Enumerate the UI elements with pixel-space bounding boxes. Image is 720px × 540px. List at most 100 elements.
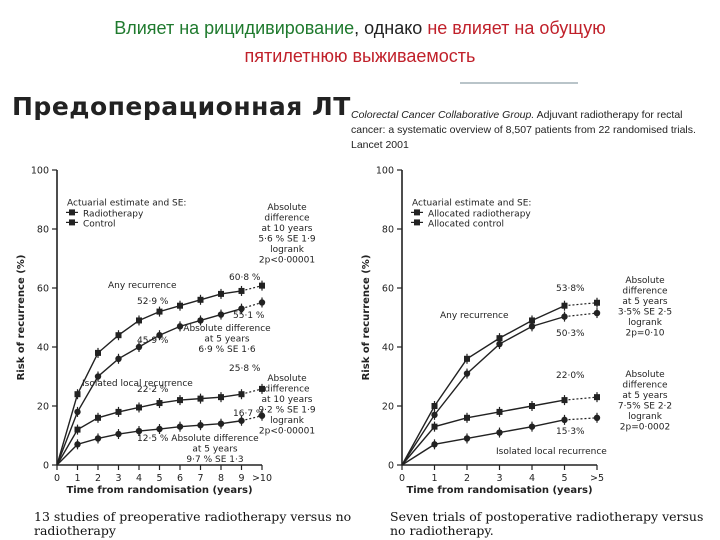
slide-title: Влияет на рицидивирование, однако не вли…: [0, 14, 720, 70]
panel-right-ytick-label-0: 0: [388, 461, 394, 472]
panel-left-legend-title: Actuarial estimate and SE:: [67, 198, 186, 208]
left-ann-55-1: 55·1 %: [233, 311, 265, 321]
panel-left-legend-label-1: Control: [83, 219, 116, 229]
panel-right-xtick-label-3: 3: [496, 473, 502, 484]
citation-author: Colorectal Cancer Collaborative Group.: [351, 109, 535, 121]
panel-right-series-1-line: [401, 315, 565, 466]
left-ann-abs5-bottom-line-2: 9·7 % SE 1·3: [186, 455, 243, 465]
panel-left-ytick-label-3: 60: [37, 284, 49, 295]
panel-left-xtick-label-1: 1: [74, 473, 80, 484]
panel-left-series-3-tail: [241, 415, 263, 422]
panel-left-series-3-line: [56, 420, 242, 466]
panel-right-xtick-label-2: 2: [464, 473, 470, 484]
left-ann-abs10-bottom-line-1: difference: [264, 385, 310, 395]
left-ann-22-2: 22·2 %: [137, 385, 169, 395]
panel-right-ytick-label-2: 40: [382, 343, 394, 354]
panel-left-ytick-label-0: 0: [43, 461, 49, 472]
right-ann-abs-top-line-4: logrank: [628, 318, 663, 328]
panel-right-series-3-line: [401, 419, 565, 466]
right-ann-isolated: Isolated local recurrence: [496, 447, 607, 457]
left-ann-abs10-top-line-5: 2p<0·00001: [259, 256, 315, 266]
right-ann-abs-bottom-line-1: difference: [622, 381, 668, 391]
right-ann-abs-top-line-5: 2p=0·10: [625, 329, 664, 339]
right-ann-abs-top-line-2: at 5 years: [622, 297, 668, 307]
left-ann-abs10-top-line-0: Absolute: [267, 203, 307, 213]
left-ann-isolated: Isolated local recurrence: [82, 379, 193, 389]
right-ann-abs-bottom-line-4: logrank: [628, 412, 663, 422]
caption-right: Seven trials of postoperative radiothera…: [390, 509, 704, 538]
right-ann-abs-bottom-line-5: 2p=0·0002: [620, 423, 670, 433]
right-ann-15-3: 15·3%: [556, 427, 585, 437]
panel-right-series-2-line: [401, 399, 565, 466]
title-underline: [460, 82, 578, 84]
panel-right-ytick-label-4: 80: [382, 225, 394, 236]
panel-right-xtick-label-6: >5: [590, 473, 604, 484]
right-ann-any-recurrence: Any recurrence: [440, 311, 509, 321]
panel-left-xtick-label-6: 6: [177, 473, 183, 484]
left-ann-abs5-bottom-line-1: at 5 years: [192, 445, 238, 455]
panel-left-xtick-label-8: 8: [218, 473, 224, 484]
panel-right-series-0-line: [401, 305, 565, 466]
left-ann-abs10-bottom-line-3: 9·2 % SE 1·9: [258, 406, 315, 416]
left-ann-abs5-bottom-line-0: Absolute difference: [171, 434, 259, 444]
left-ann-abs5-top-line-0: Absolute difference: [183, 324, 271, 334]
panel-right-ytick-label-1: 20: [382, 402, 394, 413]
left-ann-abs10-top-line-2: at 10 years: [262, 224, 313, 234]
panel-left-series-1-line: [56, 307, 242, 466]
left-ann-abs10-bottom-line-0: Absolute: [267, 374, 307, 384]
panel-left-xtick-label-9: 9: [238, 473, 244, 484]
left-ann-60-8: 60·8 %: [229, 273, 261, 283]
panel-right-series-1-tail: [564, 312, 598, 318]
left-ann-16-7: 16·7 %: [233, 409, 265, 419]
panel-right-ytick-label-3: 60: [382, 284, 394, 295]
left-ann-45-9: 45·9 %: [137, 336, 169, 346]
panel-left-xtick-label-5: 5: [156, 473, 162, 484]
left-ann-any-recurrence: Any recurrence: [108, 281, 177, 291]
left-ann-abs5-top-line-1: at 5 years: [204, 335, 250, 345]
right-ann-50-3: 50·3%: [556, 329, 585, 339]
panel-left-legend-label-0: Radiotherapy: [83, 209, 144, 219]
panel-right-series-0-tail: [564, 302, 598, 307]
left-ann-abs10-bottom-line-5: 2p<0·00001: [259, 427, 315, 437]
panel-right-series-2-tail: [564, 396, 598, 401]
panel-left-series-2-line: [56, 393, 242, 466]
panel-left-ytick-label-2: 40: [37, 343, 49, 354]
title-part-green: Влияет на рицидивирование: [114, 18, 355, 38]
panel-left-series-2-tail: [241, 388, 263, 395]
panel-right-ylabel: Risk of recurrence (%): [361, 255, 372, 381]
title-part-red: не влияет на обущую: [427, 18, 606, 38]
panel-right-series-3-tail: [564, 417, 598, 421]
title-line-2: пятилетнюю выживаемость: [244, 46, 476, 66]
panel-right-legend-title: Actuarial estimate and SE:: [412, 198, 531, 208]
right-ann-abs-bottom-line-3: 7·5% SE 2·2: [618, 402, 672, 412]
panel-left-series-0-line: [56, 290, 242, 466]
left-ann-12-5: 12·5 %: [137, 434, 169, 444]
slide-subtitle: Предоперационная ЛТ: [12, 92, 351, 121]
left-ann-abs10-top-line-4: logrank: [270, 245, 305, 255]
panel-right-xlabel: Time from randomisation (years): [406, 485, 592, 496]
panel-left-xtick-label-10: >10: [252, 473, 272, 484]
panel-left-ytick-label-4: 80: [37, 225, 49, 236]
left-ann-25-8: 25·8 %: [229, 364, 261, 374]
panel-left-series-0-tail: [241, 285, 263, 292]
panel-right-xtick-label-4: 4: [529, 473, 535, 484]
citation: Colorectal Cancer Collaborative Group. A…: [351, 108, 711, 153]
left-ann-abs10-bottom-line-2: at 10 years: [262, 395, 313, 405]
panel-left-ytick-label-1: 20: [37, 402, 49, 413]
left-ann-abs10-bottom-line-4: logrank: [270, 416, 305, 426]
title-part-black: , однако: [354, 18, 428, 38]
panel-left-xtick-label-2: 2: [95, 473, 101, 484]
right-ann-53-8: 53·8%: [556, 284, 585, 294]
citation-text: Adjuvant radiotherapy for rectal cancer:…: [351, 109, 696, 151]
panel-left-xlabel: Time from randomisation (years): [66, 485, 252, 496]
panel-left-xtick-label-4: 4: [136, 473, 142, 484]
caption-left: 13 studies of preoperative radiotherapy …: [34, 509, 352, 538]
left-ann-abs5-top-line-2: 6·9 % SE 1·6: [198, 345, 255, 355]
panel-right-legend-label-0: Allocated radiotherapy: [428, 209, 531, 219]
panel-right-xtick-label-5: 5: [561, 473, 567, 484]
panel-left-ytick-label-5: 100: [31, 166, 49, 177]
panel-left-xtick-label-3: 3: [115, 473, 121, 484]
panel-left-xtick-label-0: 0: [54, 473, 60, 484]
panel-right-xtick-label-1: 1: [431, 473, 437, 484]
left-ann-52-9: 52·9 %: [137, 297, 169, 307]
